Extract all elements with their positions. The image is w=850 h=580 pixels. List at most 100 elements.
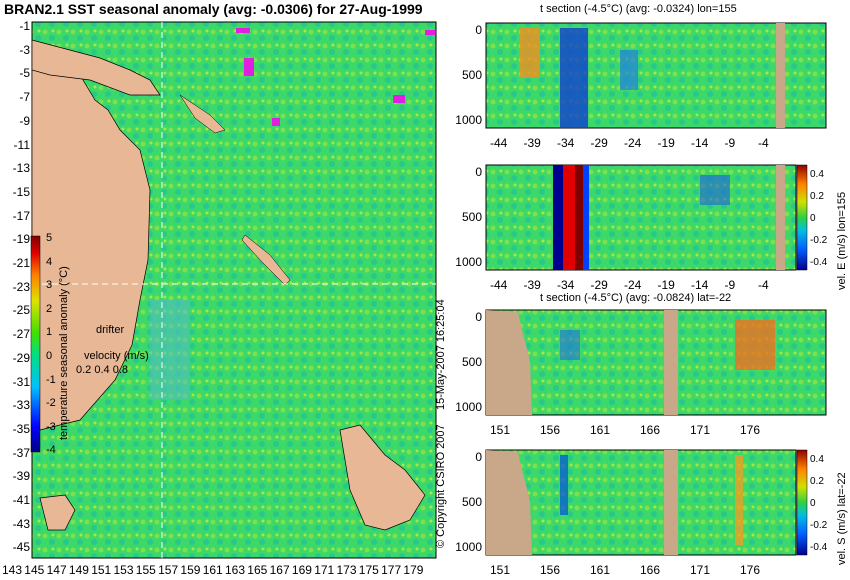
section-x-tick: -44 (490, 278, 508, 292)
section-x-tick: -24 (624, 136, 642, 150)
map-colorbar-label: temperature seasonal anomaly (°C) (58, 266, 70, 440)
section-x-tick: 166 (640, 563, 661, 577)
section-4-colorbar-label: vel. S (m/s) lat=-22 (836, 472, 848, 565)
section-x-tick: 161 (590, 423, 611, 437)
map-colorbar-tick: 3 (46, 279, 53, 292)
map-lat-tick: -25 (12, 303, 30, 318)
map-lat-tick: -23 (12, 279, 30, 294)
map-colorbar-tick: -1 (46, 373, 56, 386)
section-2-colorbar-label: vel. E (m/s) lon=155 (836, 191, 848, 290)
section-panel-1 (485, 22, 827, 129)
section-colorbar-tick: 0.2 (810, 476, 824, 487)
section-y-tick: 0 (475, 23, 482, 37)
map-lat-tick: -9 (19, 113, 30, 128)
map-lat-tick: -13 (12, 161, 30, 176)
section-panel-2 (485, 164, 808, 271)
section-x-tick: 166 (640, 423, 661, 437)
section-x-tick: 156 (540, 423, 561, 437)
section-x-tick: -19 (657, 136, 675, 150)
map-lat-tick: -17 (12, 208, 30, 223)
map-lat-tick: -1 (19, 19, 30, 33)
map-lat-tick: -29 (12, 350, 30, 365)
map-colorbar-tick: 1 (46, 326, 53, 339)
map-colorbar-tick: 2 (46, 302, 53, 315)
section-x-tick: -9 (724, 278, 736, 292)
map-lat-tick: -5 (19, 66, 30, 81)
section-x-tick: 171 (690, 423, 711, 437)
map-lon-tick: 149 (68, 563, 89, 577)
section-colorbar-tick: 0 (810, 498, 816, 509)
map-lon-tick: 157 (158, 563, 179, 577)
map-lat-tick: -11 (13, 137, 30, 152)
map-lon-tick: 155 (135, 563, 156, 577)
section-y-tick: 1000 (455, 400, 482, 414)
section-y-tick: 1000 (455, 113, 482, 127)
section-y-tick: 500 (461, 495, 482, 509)
section-y-tick: 500 (461, 210, 482, 224)
section-y-tick: 0 (475, 165, 482, 179)
section-x-tick: -19 (657, 278, 675, 292)
map-lat-tick: -35 (12, 421, 30, 436)
new-zealand-land (339, 424, 426, 531)
map-lat-tick: -31 (12, 374, 30, 389)
tasmania-land (39, 494, 76, 531)
section-x-tick: -14 (691, 278, 709, 292)
section-y-tick: 1000 (455, 540, 482, 554)
map-colorbar-tick: 4 (46, 255, 53, 268)
section-x-tick: -34 (557, 136, 575, 150)
map-lon-tick: 167 (269, 563, 290, 577)
new-guinea-land (31, 39, 161, 96)
map-lon-tick: 175 (358, 563, 379, 577)
map-lon-tick: 143 (2, 563, 23, 577)
map-lon-tick: 173 (336, 563, 357, 577)
map-lat-tick: -41 (12, 493, 30, 507)
drifter-label: drifter (96, 324, 125, 336)
section-x-tick: 161 (590, 563, 611, 577)
map-colorbar-tick: -4 (46, 444, 56, 457)
map-lat-tick: -37 (12, 445, 30, 460)
map-lon-tick: 147 (46, 563, 67, 577)
section-x-tick: 151 (490, 563, 511, 577)
map-lon-tick: 171 (314, 563, 335, 577)
section-colorbar-tick: -0.2 (810, 235, 828, 246)
map-lon-tick: 165 (247, 563, 268, 577)
section-colorbar-tick: -0.4 (810, 257, 828, 268)
map-colorbar-tick: -3 (46, 420, 56, 433)
section-x-tick: 176 (740, 563, 761, 577)
map-lon-tick: 177 (381, 563, 402, 577)
section-x-tick: 151 (490, 423, 511, 437)
section-y-tick: 0 (475, 310, 482, 324)
section-y-tick: 0 (475, 450, 482, 464)
section-colorbar-tick: 0.4 (810, 454, 824, 465)
section-colorbar-tick: 0.2 (810, 191, 824, 202)
section-panel-3 (485, 309, 827, 416)
map-lat-tick: -21 (12, 256, 30, 270)
map-lat-tick: -19 (12, 232, 30, 247)
section-colorbar-tick: 0 (810, 213, 816, 224)
section-panel-4 (485, 449, 808, 556)
map-lat-tick: -3 (19, 42, 30, 57)
map-lon-tick: 161 (202, 563, 223, 577)
map-lon-tick: 153 (113, 563, 134, 577)
section-colorbar-tick: -0.4 (810, 542, 828, 553)
map-lon-tick: 179 (403, 563, 424, 577)
velocity-label: velocity (m/s) (84, 350, 149, 362)
map-lat-tick: -15 (12, 184, 30, 199)
map-lat-tick: -33 (12, 398, 30, 413)
section-y-tick: 500 (461, 355, 482, 369)
section-x-tick: -29 (590, 278, 608, 292)
section-x-tick: -24 (624, 278, 642, 292)
map-colorbar-tick: -2 (46, 397, 56, 410)
section-x-tick: -39 (523, 136, 541, 150)
sst-map (31, 21, 437, 559)
copyright-text: © Copyright CSIRO 2007 (435, 424, 447, 548)
map-lat-tick: -27 (12, 327, 30, 342)
timestamp-text: 15-May-2007 16:25:04 (435, 299, 447, 410)
section-x-tick: -9 (724, 136, 736, 150)
section-1-title: t section (-4.5°C) (avg: -0.0324) lon=15… (540, 3, 737, 15)
section-x-tick: 171 (690, 563, 711, 577)
section-x-tick: -44 (490, 136, 508, 150)
velocity-values: 0.2 0.4 0.8 (76, 364, 128, 376)
section-x-tick: 156 (540, 563, 561, 577)
